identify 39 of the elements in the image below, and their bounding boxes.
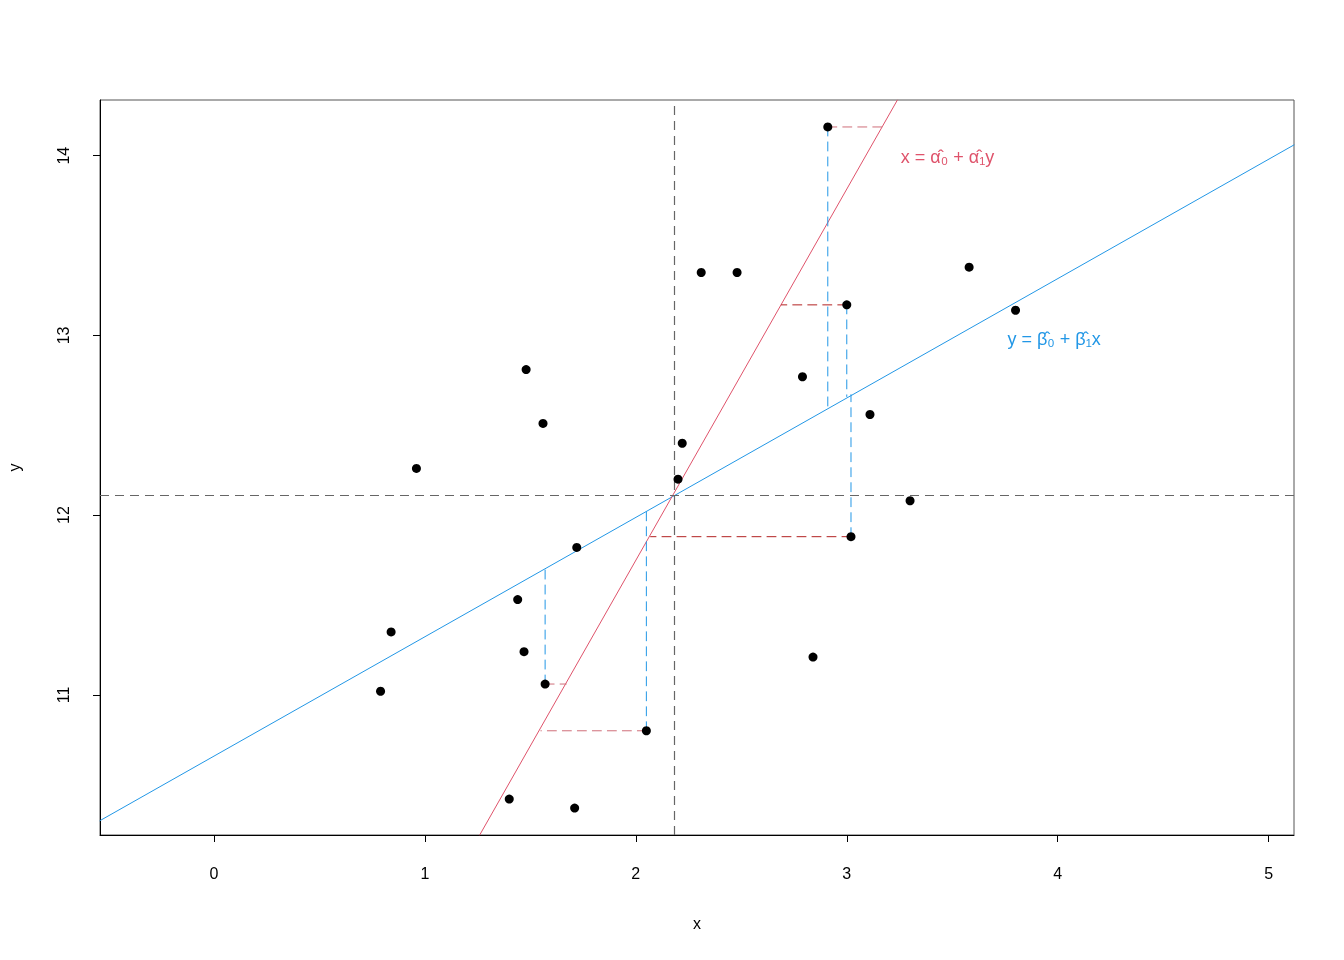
x-axis-title: x <box>693 914 701 932</box>
series-label: x = α̂₀ + α̂₁y <box>900 147 995 168</box>
y-tick-label: 13 <box>54 326 72 345</box>
x-tick-label: 4 <box>1053 864 1063 882</box>
point <box>570 803 580 813</box>
point <box>842 300 852 310</box>
point <box>641 726 651 736</box>
x-tick-label: 3 <box>842 864 852 882</box>
y-tick-label: 11 <box>54 686 72 704</box>
point <box>797 372 807 382</box>
point <box>732 268 742 278</box>
y-tick-label: 12 <box>54 506 72 525</box>
x-tick-label: 1 <box>420 864 430 882</box>
point <box>865 409 875 419</box>
point <box>538 418 548 428</box>
point <box>677 438 687 448</box>
point <box>964 262 974 272</box>
point <box>519 647 529 657</box>
point <box>673 474 683 484</box>
point <box>521 365 531 375</box>
point <box>823 122 833 132</box>
point <box>696 268 706 278</box>
point <box>808 652 818 662</box>
point <box>846 532 856 542</box>
point <box>376 686 386 696</box>
point <box>572 542 582 552</box>
x-tick-label: 5 <box>1264 864 1274 882</box>
point <box>411 463 421 473</box>
point <box>513 595 523 605</box>
series-label: y = β̂₀ + β̂₁x <box>1007 329 1101 350</box>
point <box>540 679 550 689</box>
y-tick-label: 14 <box>54 146 72 165</box>
point <box>386 627 396 637</box>
y-axis-title: y <box>5 463 23 472</box>
point <box>905 496 915 506</box>
point <box>1011 305 1021 315</box>
x-tick-label: 0 <box>209 864 219 882</box>
point <box>504 794 514 804</box>
x-tick-label: 2 <box>631 864 641 882</box>
